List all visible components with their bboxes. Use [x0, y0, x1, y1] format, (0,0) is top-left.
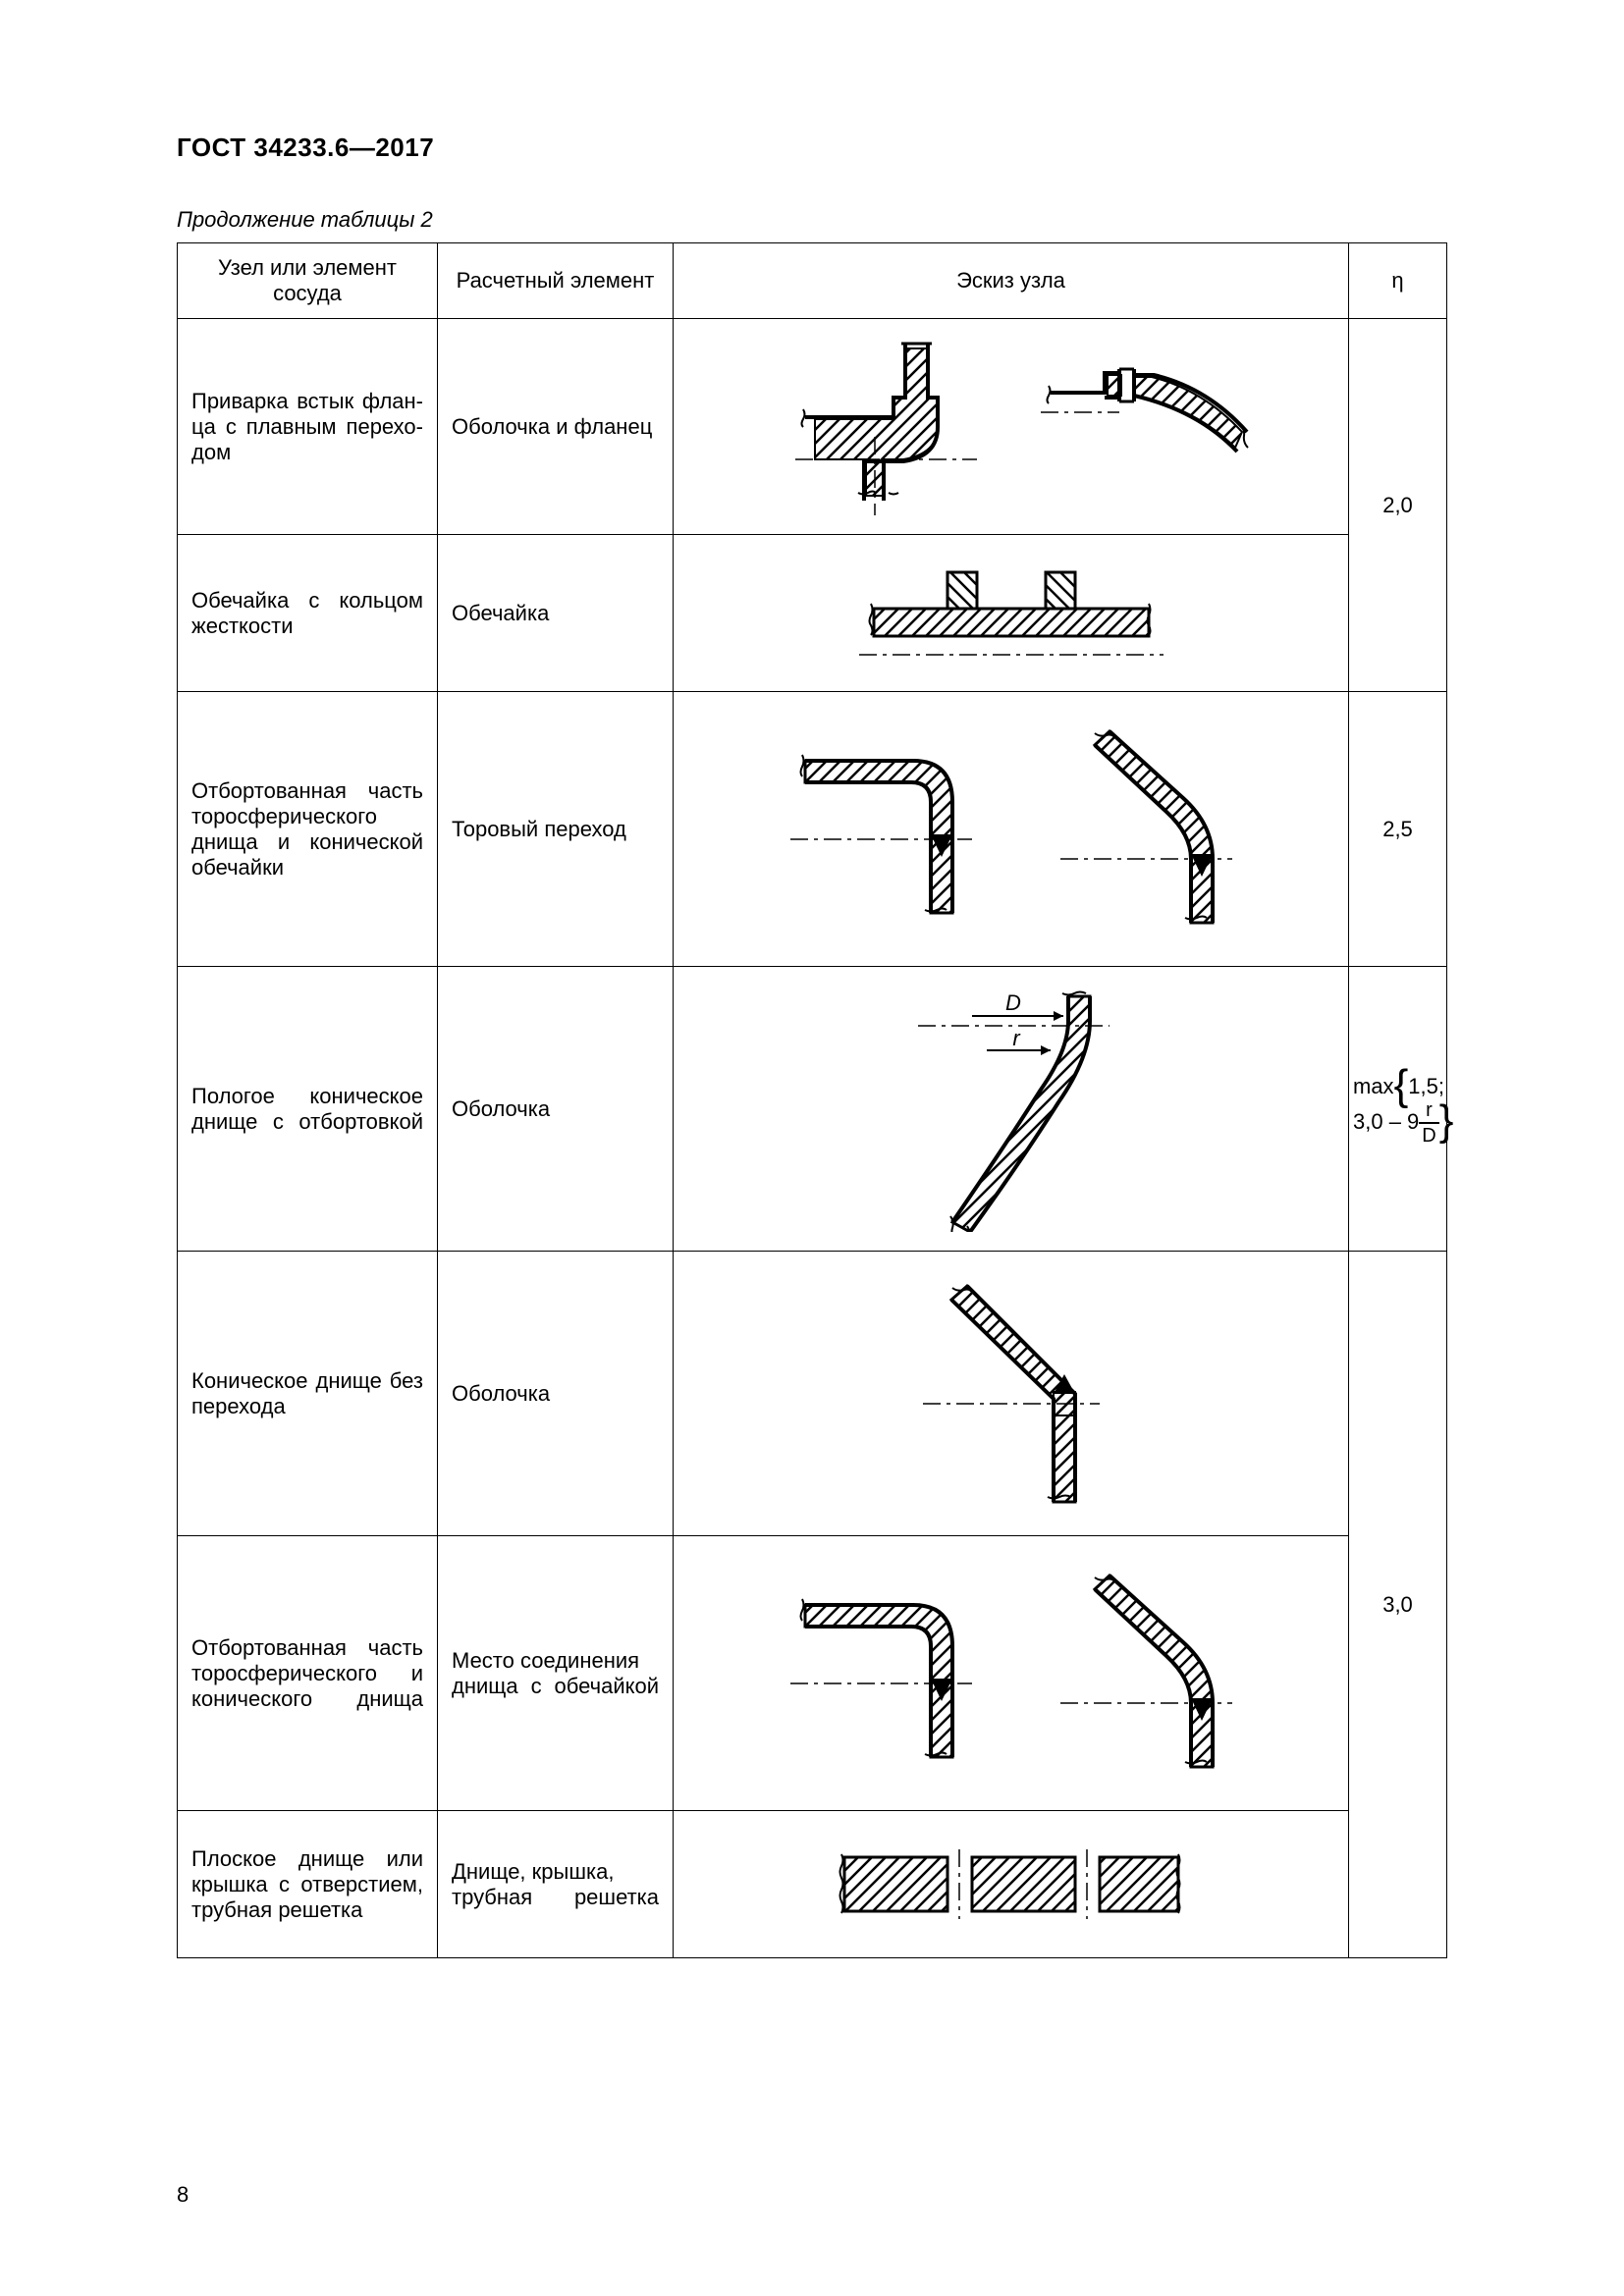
table-row: Обечайка с кольцом жесткости Обечайка — [178, 535, 1447, 692]
max-label: max — [1353, 1074, 1394, 1098]
header-calc-element: Расчетный элемент — [438, 243, 674, 319]
eta-formula: max{1,5; 3,0 – 9rD} — [1353, 1072, 1453, 1147]
header-sketch: Эскиз узла — [674, 243, 1349, 319]
fraction: rD — [1419, 1100, 1438, 1146]
table-caption: Продолжение таблицы 2 — [177, 207, 1447, 233]
sketch-flange-butt-weld — [756, 334, 1267, 520]
cell-elem: Обечайка — [438, 535, 674, 692]
cell-elem: Место соединения днища с обечайкой — [438, 1536, 674, 1811]
sketch-torispherical-joint — [751, 1566, 1272, 1782]
cell-desc: Отбортованная часть торосферического дни… — [178, 692, 438, 967]
fraction-num: r — [1419, 1100, 1438, 1124]
sketch-shallow-conical-flanged: D r — [864, 987, 1159, 1232]
cell-desc: Пологое коническое днище с отбортовкой — [178, 967, 438, 1252]
page: ГОСТ 34233.6—2017 Продолжение таблицы 2 … — [0, 0, 1624, 2296]
sketch-conical-no-transition — [884, 1271, 1139, 1517]
label-r: r — [1012, 1026, 1021, 1050]
cell-sketch — [674, 1536, 1349, 1811]
fraction-den: D — [1419, 1124, 1438, 1146]
page-number: 8 — [177, 2182, 189, 2208]
cell-desc: Плоское днище или крышка с отверстием, т… — [178, 1811, 438, 1958]
cell-sketch — [674, 535, 1349, 692]
cell-eta: 2,5 — [1349, 692, 1447, 967]
table-header-row: Узел или элемент сосуда Расчетный элемен… — [178, 243, 1447, 319]
cell-sketch — [674, 1811, 1349, 1958]
cell-sketch — [674, 319, 1349, 535]
cell-desc: Коническое днище без перехода — [178, 1252, 438, 1536]
cell-eta: 2,0 — [1349, 319, 1447, 692]
sketch-flat-head — [805, 1845, 1218, 1924]
cell-sketch: D r — [674, 967, 1349, 1252]
formula-part-a: 1,5; — [1408, 1074, 1444, 1098]
cell-desc: Отбортованная часть торосферического и к… — [178, 1536, 438, 1811]
cell-sketch — [674, 692, 1349, 967]
table-row: Пологое коническое днище с отбортовкой О… — [178, 967, 1447, 1252]
document-standard-title: ГОСТ 34233.6—2017 — [177, 133, 1447, 163]
label-D: D — [1005, 990, 1021, 1015]
cell-elem: Оболочка — [438, 1252, 674, 1536]
sketch-torispherical-flanged — [751, 721, 1272, 937]
cell-elem: Днище, крышка, трубная решетка — [438, 1811, 674, 1958]
table-row: Коническое днище без перехода Оболочка — [178, 1252, 1447, 1536]
table-row: Приварка встык флан­ца с плавным перехо­… — [178, 319, 1447, 535]
header-node-element: Узел или элемент сосуда — [178, 243, 438, 319]
spec-table: Узел или элемент сосуда Расчетный элемен… — [177, 242, 1447, 1958]
table-row: Отбортованная часть торосферического дни… — [178, 692, 1447, 967]
cell-elem: Оболочка — [438, 967, 674, 1252]
cell-desc: Приварка встык флан­ца с плавным перехо­… — [178, 319, 438, 535]
cell-desc: Обечайка с кольцом жесткости — [178, 535, 438, 692]
cell-elem: Торовый переход — [438, 692, 674, 967]
cell-eta: max{1,5; 3,0 – 9rD} — [1349, 967, 1447, 1252]
header-eta: η — [1349, 243, 1447, 319]
cell-sketch — [674, 1252, 1349, 1536]
cell-elem: Оболочка и фланец — [438, 319, 674, 535]
formula-part-b: 3,0 – 9 — [1353, 1109, 1419, 1134]
table-row: Плоское днище или крышка с отверстием, т… — [178, 1811, 1447, 1958]
sketch-stiffening-ring — [835, 560, 1188, 667]
cell-eta: 3,0 — [1349, 1252, 1447, 1958]
table-row: Отбортованная часть торосферического и к… — [178, 1536, 1447, 1811]
